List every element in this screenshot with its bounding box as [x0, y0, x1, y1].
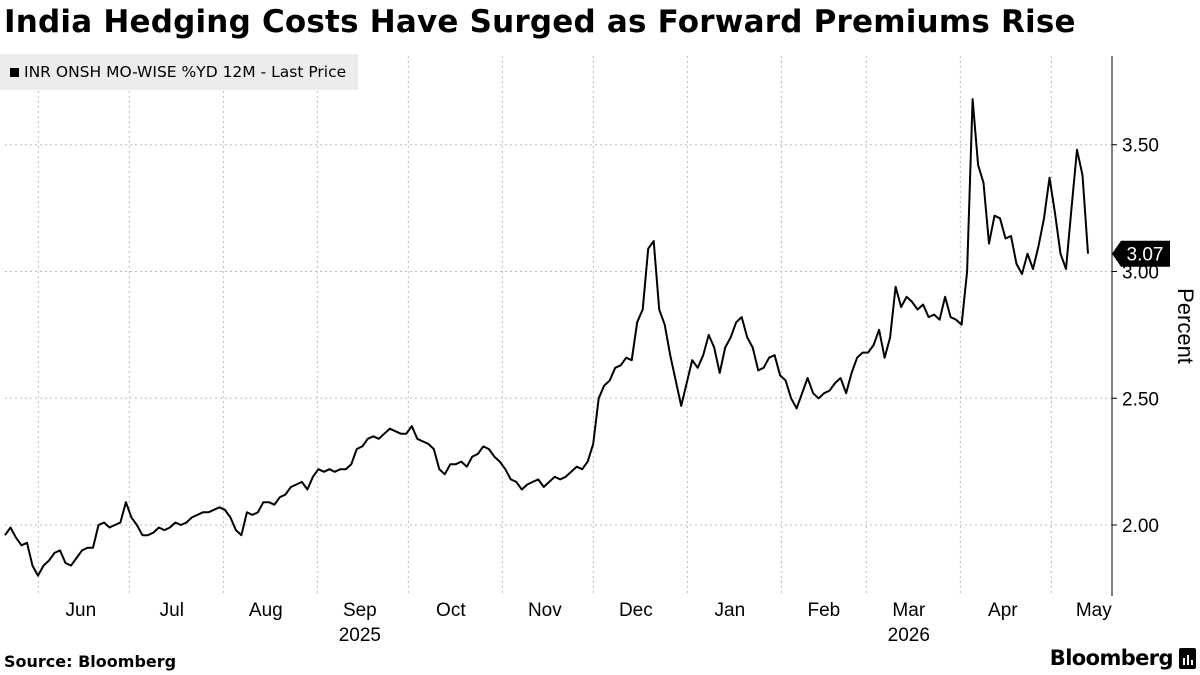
x-tick-label: Jun [66, 600, 97, 621]
y-tick-label: 3.50 [1122, 136, 1159, 157]
bloomberg-logo: Bloomberg [1050, 646, 1196, 670]
last-value-label: 3.07 [1127, 245, 1164, 266]
legend-label: INR ONSH MO-WISE %YD 12M - Last Price [24, 63, 347, 81]
series-line [4, 98, 1089, 577]
y-tick-label: 2.00 [1122, 516, 1159, 537]
x-tick-label: Feb [808, 600, 841, 621]
x-tick-label: Mar [892, 600, 925, 621]
x-year-label: 2026 [888, 625, 930, 646]
chart-title: India Hedging Costs Have Surged as Forwa… [4, 4, 1076, 40]
legend: INR ONSH MO-WISE %YD 12M - Last Price [0, 54, 359, 90]
x-tick-label: Jan [715, 600, 746, 621]
x-tick-label: May [1076, 600, 1112, 621]
x-tick-label: Sep [343, 600, 377, 621]
x-tick-label: Apr [988, 600, 1018, 621]
bloomberg-terminal-icon [1179, 647, 1196, 669]
source-note: Source: Bloomberg [4, 652, 177, 671]
x-tick-label: Aug [249, 600, 283, 621]
x-tick-label: Jul [160, 600, 184, 621]
y-tick-label: 3.00 [1122, 262, 1159, 283]
x-tick-label: Nov [528, 600, 562, 621]
legend-swatch [10, 67, 19, 77]
x-tick-label: Dec [619, 600, 653, 621]
y-tick-label: 2.50 [1122, 389, 1159, 410]
last-value-badge: 3.07 [1112, 240, 1170, 267]
x-tick-label: Oct [436, 600, 466, 621]
brand-label: Bloomberg [1049, 646, 1174, 670]
x-year-label: 2025 [339, 625, 381, 646]
y-axis-label: Percent [1173, 288, 1198, 364]
